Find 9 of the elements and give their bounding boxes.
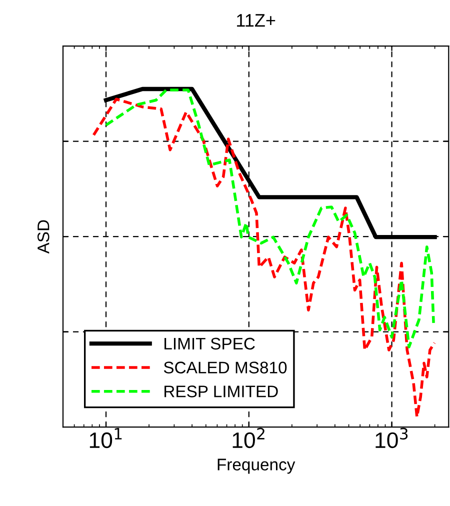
x-tick-label: 10$^{3}$ <box>376 428 408 448</box>
legend-label: SCALED MS810 <box>164 362 287 374</box>
legend-label: RESP LIMITED <box>164 386 278 398</box>
x-axis-title: Frequency <box>218 458 296 474</box>
x-tick-label: 10$^{1}$ <box>90 428 122 448</box>
x-tick-label: 10$^{2}$ <box>232 428 264 448</box>
y-axis-title: ASD <box>37 220 50 254</box>
legend-label: LIMIT SPEC <box>164 338 255 350</box>
chart-title: 11Z+ <box>237 14 276 27</box>
